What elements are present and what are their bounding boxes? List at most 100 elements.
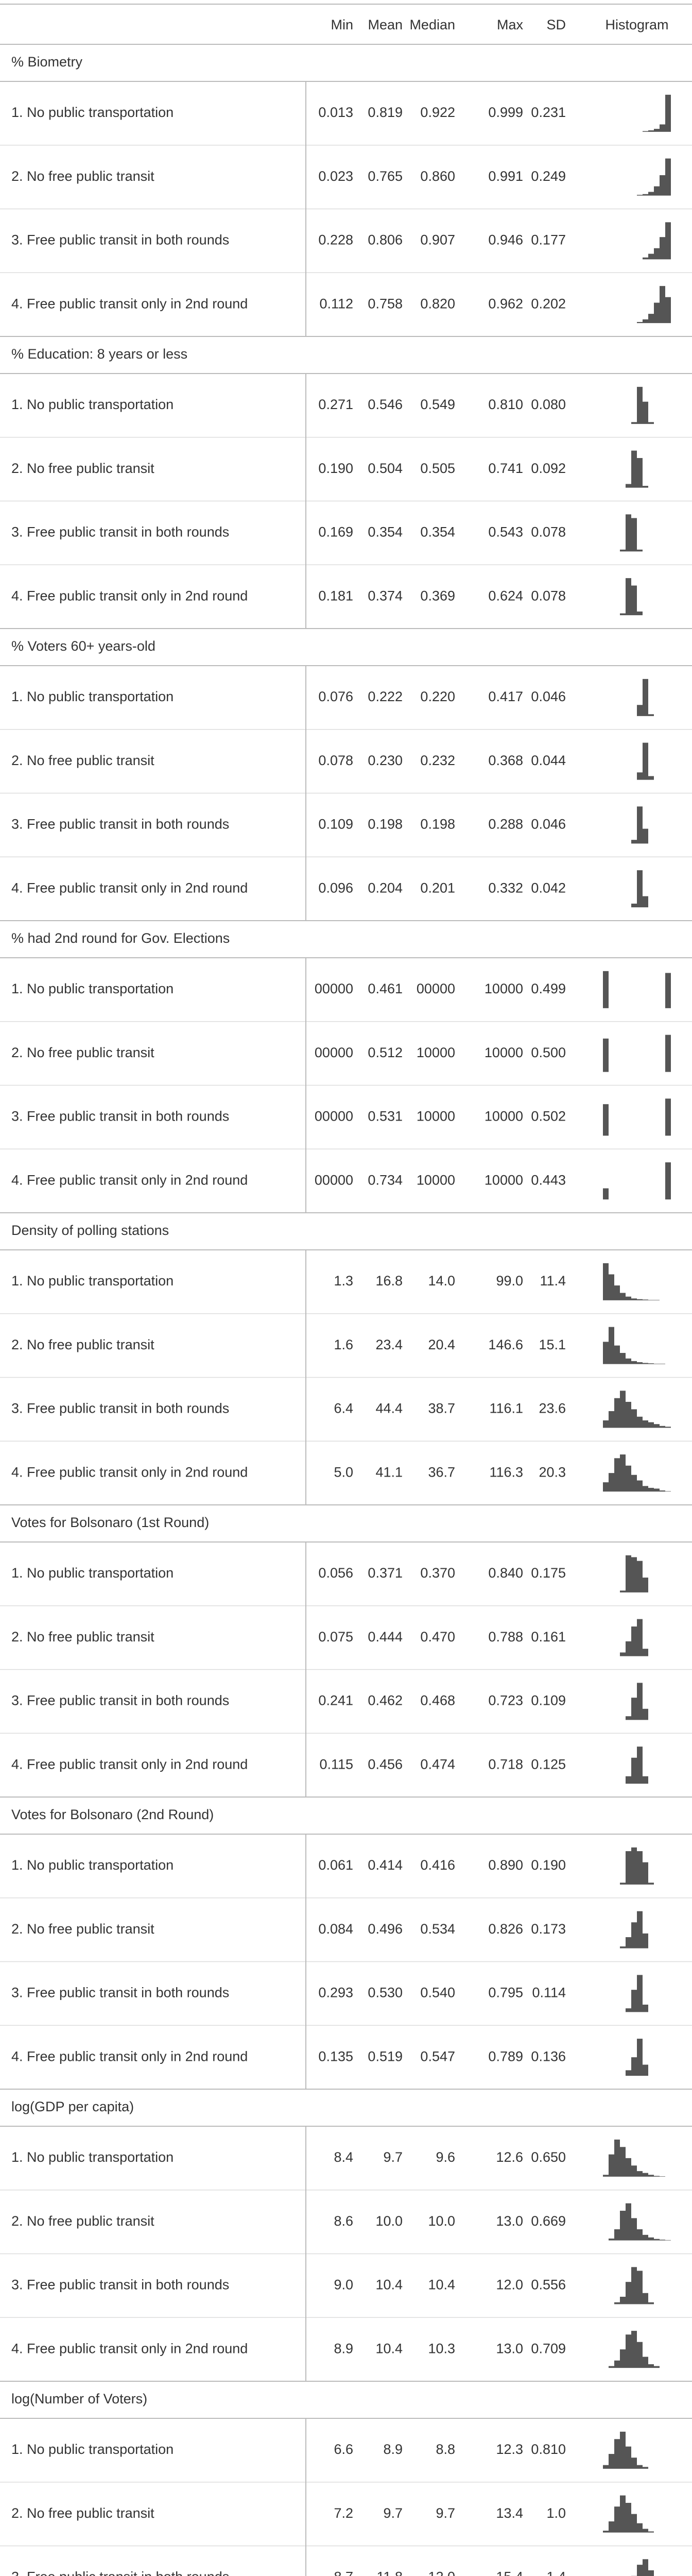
stat-cell: 0.078 [318,753,353,768]
histogram-bar [648,714,654,716]
histogram-bar [665,222,671,260]
histogram-bar [609,1473,614,1492]
stat-cell: 0.114 [532,1985,566,2001]
stat-cell: 0.414 [368,1857,403,1873]
stat-cell: 0.125 [531,1756,566,1772]
histogram-bar [648,192,654,196]
stat-cell: 0.826 [488,1921,523,1937]
stat-cell: 1.3 [334,1273,353,1289]
histogram-bar [637,2171,643,2177]
stat-cell: 0.806 [368,232,403,248]
row-label: 4. Free public transit only in 2nd round [11,588,248,603]
histogram-bar [614,2439,620,2469]
stat-cell: 11.8 [376,2569,403,2576]
stat-cell: 41.1 [375,1464,403,1480]
histogram-bar [603,1342,609,1364]
stat-cell: 0.496 [368,1921,403,1937]
histogram-bar [643,1363,648,1364]
stat-cell: 0.502 [531,1109,566,1124]
stat-cell: 9.6 [436,2149,455,2165]
histogram-bar [643,1420,648,1428]
stat-cell: 0.504 [368,461,403,476]
stat-cell: 0.718 [488,1756,523,1772]
histogram-bar [620,1590,626,1592]
stat-cell: 16.8 [375,1273,403,1289]
histogram-bar [637,549,643,552]
histogram-bar [643,679,648,716]
histogram-bar [643,257,648,260]
histogram-bar [631,1757,637,1784]
row-label: 2. No free public transit [11,2213,154,2229]
stat-cell: 0.723 [488,1693,523,1708]
stat-cell: 0.810 [531,2442,566,2457]
histogram-bar [637,1747,643,1784]
stat-cell: 0.556 [531,2277,566,2293]
histogram-bar [620,1391,626,1428]
histogram-bar [631,2458,637,2469]
histogram-bar [631,2331,637,2368]
histogram-bar [643,1776,648,1784]
stat-cell: 116.1 [489,1401,523,1416]
stat-cell: 0.795 [488,1985,523,2001]
stat-cell: 00000 [315,1172,353,1188]
histogram-bar [626,1296,631,1300]
histogram-bar [631,1990,637,2012]
histogram-bar [637,2465,643,2469]
stat-cell: 0.907 [420,232,455,248]
histogram-bar [660,1490,665,1492]
stat-cell: 5.0 [334,1464,353,1480]
histogram-bar [643,2173,648,2177]
histogram-bar [614,1458,620,1492]
histogram-bar [637,458,643,488]
histogram-bar [648,2302,654,2304]
column-header: Min [331,17,353,32]
histogram-bar [626,1555,631,1592]
histogram-bar [643,319,648,324]
histogram-bar [660,1426,665,1428]
histogram-bar [626,1851,631,1885]
histogram-bar [654,129,660,132]
stat-cell: 0.231 [531,105,566,120]
stat-cell: 6.6 [334,2442,353,2457]
stat-cell: 0.371 [368,1565,403,1581]
row-label: 2. No free public transit [11,1337,154,1352]
stat-cell: 0.456 [368,1756,403,1772]
stat-cell: 12.6 [496,2149,523,2165]
histogram-bar [648,2531,654,2533]
histogram-bar [637,2229,643,2241]
stat-cell: 0.534 [420,1921,455,1937]
histogram-bar [626,1641,631,1656]
stat-cell: 0.078 [531,588,566,603]
stat-cell: 8.4 [334,2149,353,2165]
histogram-bar [654,248,660,260]
group-title: % had 2nd round for Gov. Elections [11,930,230,946]
histogram-bar [626,2334,631,2368]
row-label: 2. No free public transit [11,1921,154,1937]
stat-cell: 0.470 [420,1629,455,1645]
histogram-bar [620,2495,626,2533]
histogram-bar [603,1420,609,1428]
stat-cell: 0.860 [420,168,455,184]
histogram-bar [620,1883,626,1885]
stat-cell: 7.2 [334,2505,353,2521]
histogram-bar [643,1933,648,1948]
histogram-bar [609,2239,614,2241]
stat-cell: 0.512 [368,1045,403,1060]
row-label: 2. No free public transit [11,2505,154,2521]
row-label: 3. Free public transit in both rounds [11,817,229,832]
column-header: Median [409,17,455,32]
row-label: 1. No public transportation [11,2442,174,2457]
stat-cell: 14.0 [428,1273,455,1289]
row-label: 1. No public transportation [11,1857,174,1873]
stat-cell: 0.092 [531,461,566,476]
histogram-bar [631,450,637,488]
histogram-bar [637,2270,643,2304]
stat-cell: 0.201 [420,880,455,895]
stat-cell: 116.3 [489,1464,523,1480]
histogram-bar [631,1409,637,1428]
stat-cell: 0.962 [488,296,523,311]
stat-cell: 0.368 [488,753,523,768]
stat-cell: 0.046 [531,689,566,704]
stat-cell: 15.4 [496,2569,523,2576]
stat-cell: 10.3 [428,2341,455,2356]
